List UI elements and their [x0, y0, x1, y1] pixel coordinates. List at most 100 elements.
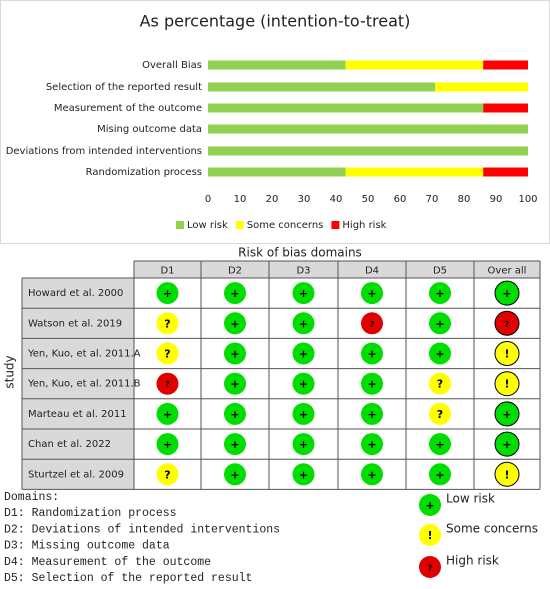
study-name: Yen, Kuo, et al. 2011.A: [27, 349, 141, 360]
risk-dot: [361, 463, 383, 486]
risk-dot: [224, 433, 246, 456]
risk-symbol: +: [230, 287, 239, 300]
risk-dot: [292, 282, 315, 305]
risk-dot: [361, 402, 383, 425]
risk-dot: [494, 310, 520, 336]
risk-dot: [156, 402, 179, 425]
y-tick-label: Randomization process: [86, 167, 202, 178]
chart-frame: [0, 0, 550, 244]
risk-dot: [429, 372, 451, 395]
risk-dot: [494, 461, 520, 487]
column-header: D2: [228, 266, 242, 277]
x-tick-label: 20: [266, 194, 279, 205]
risk-dot: [494, 371, 520, 397]
risk-dot: [429, 433, 451, 456]
risk-symbol: +: [163, 438, 172, 451]
risk-symbol: +: [367, 438, 376, 451]
legend-label: Low risk: [446, 492, 495, 506]
risk-dot: [429, 402, 451, 425]
risk-symbol: +: [230, 317, 239, 330]
y-tick-label: Selection of the reported result: [46, 82, 202, 93]
risk-symbol: +: [230, 438, 239, 451]
legend-dot: [419, 556, 441, 578]
header-bg: [134, 261, 540, 278]
domains-heading: Domains:: [4, 491, 59, 504]
legend-label: Some concerns: [446, 522, 538, 536]
bar-segment: [435, 82, 528, 92]
risk-symbol: !: [504, 348, 509, 361]
risk-dot: [429, 342, 451, 365]
risk-symbol: ?: [164, 468, 170, 481]
domain-item: D5: Selection of the reported result: [4, 572, 252, 585]
x-tick-label: 0: [205, 194, 211, 205]
legend-label: High risk: [446, 554, 499, 568]
y-tick-label: Measurement of the outcome: [54, 103, 202, 114]
risk-dot: [292, 463, 315, 486]
risk-dot: [361, 282, 383, 305]
legend-dot: [419, 524, 441, 546]
risk-dot: [361, 433, 383, 456]
column-header: D5: [433, 266, 447, 277]
legend-symbol: !: [427, 529, 432, 542]
risk-symbol: ?: [370, 320, 375, 329]
legend-label: Low risk: [187, 220, 228, 231]
study-name: Yen, Kuo, et al. 2011.B: [27, 379, 141, 390]
table-title: Risk of bias domains: [238, 246, 362, 260]
risk-dot: [494, 431, 520, 457]
risk-dot: [429, 282, 451, 305]
bar-segment: [483, 103, 528, 113]
x-tick-label: 100: [518, 194, 537, 205]
risk-symbol: +: [299, 378, 308, 391]
risk-symbol: +: [502, 408, 511, 421]
risk-symbol: +: [435, 287, 444, 300]
risk-symbol: +: [299, 468, 308, 481]
risk-symbol: +: [367, 408, 376, 421]
risk-symbol: +: [230, 468, 239, 481]
risk-symbol: +: [435, 348, 444, 361]
x-tick-label: 90: [490, 194, 503, 205]
y-tick-label: Deviations from intended interventions: [6, 146, 202, 157]
study-name: Howard et al. 2000: [28, 288, 123, 299]
bar-segment: [345, 167, 484, 177]
side-label: study: [3, 355, 17, 388]
x-tick-label: 30: [298, 194, 311, 205]
x-tick-label: 70: [426, 194, 439, 205]
column-header: Over all: [488, 266, 527, 277]
risk-symbol: ?: [165, 380, 170, 389]
x-tick-label: 80: [458, 194, 471, 205]
legend-symbol: ?: [428, 564, 433, 573]
risk-dot: [292, 372, 315, 395]
risk-symbol: +: [299, 408, 308, 421]
bar-segment: [345, 60, 484, 70]
study-col-bg: [22, 278, 134, 490]
legend-dot: [419, 494, 441, 516]
x-tick-label: 10: [234, 194, 247, 205]
y-tick-label: Mising outcome data: [97, 124, 202, 135]
domain-item: D1: Randomization process: [4, 507, 177, 520]
risk-dot: [224, 282, 246, 305]
legend-label: Some concerns: [247, 220, 324, 231]
bar-segment: [208, 60, 346, 70]
risk-dot: [292, 433, 315, 456]
risk-dot: [224, 372, 246, 395]
risk-symbol: !: [504, 468, 509, 481]
risk-symbol: +: [435, 468, 444, 481]
risk-dot: [156, 282, 179, 305]
risk-symbol: +: [435, 317, 444, 330]
x-tick-label: 50: [362, 194, 375, 205]
risk-symbol: +: [299, 348, 308, 361]
risk-symbol: +: [435, 438, 444, 451]
risk-dot: [156, 342, 179, 365]
domain-item: D2: Deviations of intended interventions: [4, 523, 280, 536]
risk-symbol: +: [502, 438, 511, 451]
risk-symbol: ?: [505, 320, 510, 329]
risk-symbol: ?: [437, 378, 443, 391]
risk-dot: [429, 312, 451, 335]
legend-label: High risk: [342, 220, 386, 231]
bar-segment: [208, 167, 346, 177]
risk-dot: [156, 433, 179, 456]
domain-item: D4: Measurement of the outcome: [4, 556, 211, 569]
risk-symbol: +: [367, 287, 376, 300]
risk-dot: [361, 342, 383, 365]
